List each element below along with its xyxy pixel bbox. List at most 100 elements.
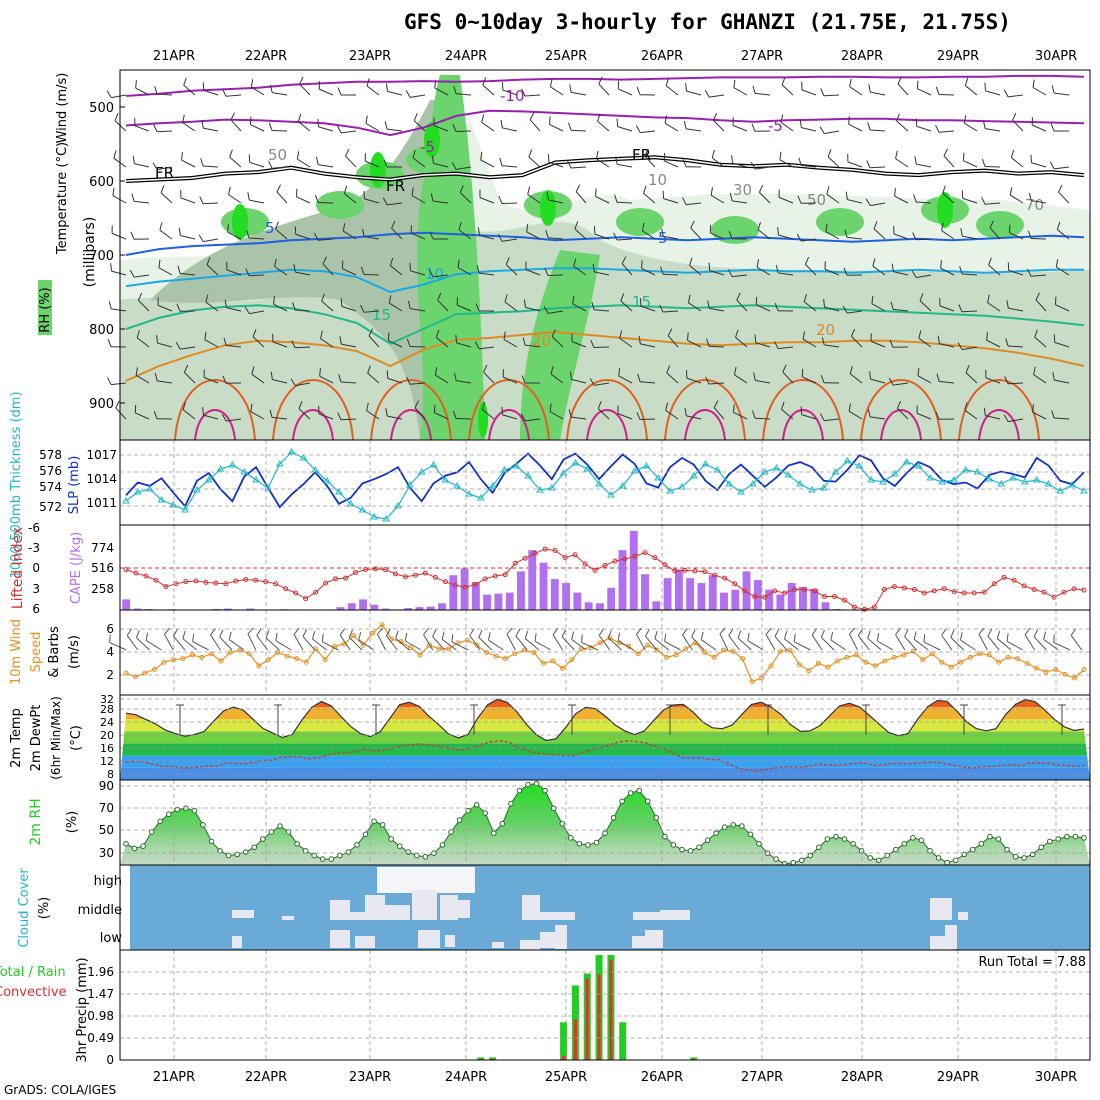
barb-staff [778,346,794,350]
barb-staff [203,414,219,420]
barb-staff [662,273,679,276]
upper-wind-barb [665,402,679,420]
barb-staff [877,640,894,651]
upper-wind-barb [131,193,150,204]
barb-staff [870,378,886,384]
upper-wind-barb [1027,230,1047,240]
wind10-marker [379,622,385,628]
thickness-tick-label: 572 [39,500,62,514]
barb-flag [667,328,673,336]
lifted-index-marker [702,569,708,575]
barb-staff [942,192,955,204]
barb-staff [458,229,472,240]
barb-staff [551,336,564,348]
cape-axis-label: CAPE (J/kg) [69,532,84,604]
barb-staff [621,263,633,276]
upper-wind-barb [826,186,840,204]
barb-flag [112,187,115,196]
barb-flag [913,194,917,203]
cape-bar [765,589,774,610]
barb-flag [849,627,856,635]
cape-bar [415,607,424,610]
barb-staff [918,337,932,348]
barb-flag [917,367,920,376]
lifted-tick-label: 6 [32,602,40,616]
wind10-marker [749,679,755,685]
barb-flag [750,161,756,170]
barb-staff [1031,162,1047,168]
date-label-bottom: 23APR [349,1070,391,1085]
barb-staff [295,271,311,276]
rh2m-marker [713,830,719,836]
lifted-index-marker [602,562,608,568]
barb-staff [757,229,771,240]
upper-wind-barb [757,221,771,240]
barb-staff [226,418,242,422]
upper-wind-barb [480,151,495,168]
lifted-index-marker [592,567,598,573]
barb-staff [318,126,334,132]
rh2m-marker [1004,846,1010,853]
barb-staff [985,377,1001,384]
rh2m-axis-label-1: 2m RH [28,798,44,845]
rh2m-marker [824,836,831,842]
upper-wind-barb [526,223,541,240]
upper-wind-barb [661,228,679,240]
barb-flag [382,197,388,206]
barb-flag [589,378,595,386]
barb-flag [441,631,445,640]
barb-staff [1043,639,1059,651]
thickness-line [125,451,1085,520]
barb-flag [320,330,323,339]
barb-staff [857,635,870,651]
barb-staff [735,336,748,348]
upper-wind-barb [801,81,817,96]
isotherm-loop-hot [390,409,432,441]
upper-wind-barb [176,303,196,312]
barb-staff [298,408,311,420]
barb-staff [665,409,679,420]
barb-staff [405,640,422,651]
upper-wind-barb [429,231,448,240]
barb-staff [160,192,173,204]
barb-flag [200,158,204,167]
upper-wind-barb [644,148,656,168]
upper-wind-barb [802,331,817,348]
barb-staff [939,380,955,384]
upper-wind-barb [129,269,150,278]
barb-flag [311,631,316,640]
surface-wind-barb [376,627,387,651]
barb-flag [684,407,687,416]
surface-wind-barb [783,631,799,651]
thickness-marker [122,497,130,504]
barb-flag [321,293,325,302]
upper-wind-barb [867,409,886,420]
thickness-marker [547,484,556,491]
barb-staff [687,339,702,348]
pressure-tick-label: 900 [89,397,114,412]
lifted-index-marker [822,594,828,600]
barb-flag [620,293,625,302]
barb-flag [895,150,898,159]
barb-staff [781,84,794,96]
barb-staff [965,372,978,384]
rh2m-marker [987,833,993,840]
upper-wind-barb [591,301,610,312]
barb-flag [844,229,848,238]
barb-staff [410,382,426,385]
barb-staff [893,271,909,276]
barb-flag [529,112,535,120]
barb-staff [709,270,725,276]
rh2m-marker [1072,833,1079,840]
lifted-index-marker [562,555,568,561]
barb-staff [581,641,599,651]
barb-flag [682,159,687,167]
barb-flag [1033,629,1039,638]
barb-flag [297,113,302,122]
barb-flag [481,401,486,410]
thickness-marker [1080,487,1088,494]
barb-flag [865,198,871,206]
barb-flag [756,259,759,268]
barb-staff [293,634,304,651]
barb-flag [935,124,940,133]
